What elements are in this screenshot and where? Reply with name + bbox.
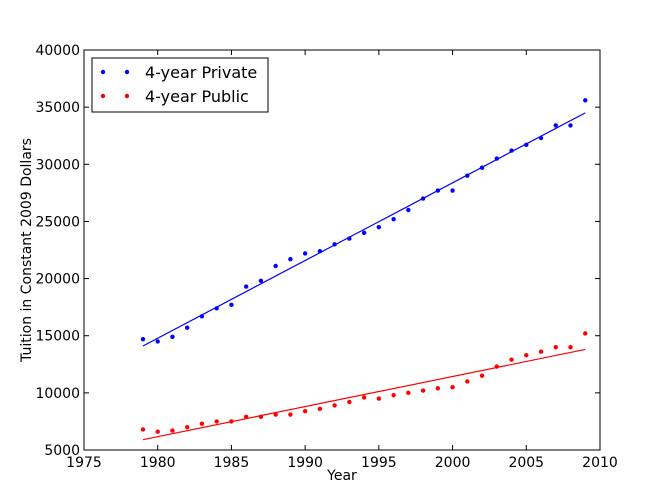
data-point <box>273 412 277 416</box>
series-layer <box>141 98 588 440</box>
y-tick-label: 30000 <box>35 157 80 173</box>
data-point <box>495 364 499 368</box>
legend-marker <box>125 70 129 74</box>
data-point <box>377 225 381 229</box>
x-tick-label: 2005 <box>508 455 544 471</box>
data-point <box>362 231 366 235</box>
y-tick-label: 25000 <box>35 214 80 230</box>
data-point <box>421 388 425 392</box>
data-point <box>229 303 233 307</box>
data-point <box>318 407 322 411</box>
data-point <box>288 412 292 416</box>
data-point <box>362 395 366 399</box>
data-point <box>568 345 572 349</box>
data-point <box>568 123 572 127</box>
data-point <box>450 188 454 192</box>
data-point <box>554 123 558 127</box>
x-axis-label: Year <box>326 468 357 484</box>
data-point <box>539 136 543 140</box>
data-point <box>200 422 204 426</box>
y-tick-label: 20000 <box>35 272 80 288</box>
data-point <box>347 400 351 404</box>
x-tick-label: 1985 <box>214 455 250 471</box>
data-point <box>480 374 484 378</box>
data-point <box>436 386 440 390</box>
x-tick-label: 2010 <box>582 455 618 471</box>
data-point <box>391 393 395 397</box>
data-point <box>450 385 454 389</box>
data-point <box>436 188 440 192</box>
data-point <box>465 174 469 178</box>
data-point <box>509 358 513 362</box>
legend: 4-year Private 4-year Public <box>92 58 268 112</box>
data-point <box>259 415 263 419</box>
trend-line <box>143 349 585 439</box>
x-tick-label: 2000 <box>435 455 471 471</box>
data-point <box>554 345 558 349</box>
data-point <box>214 306 218 310</box>
data-point <box>406 208 410 212</box>
legend-label: 4-year Private <box>145 63 257 82</box>
data-point <box>156 339 160 343</box>
data-point <box>273 264 277 268</box>
data-point <box>318 249 322 253</box>
data-point <box>421 196 425 200</box>
data-point <box>391 217 395 221</box>
legend-marker <box>101 70 105 74</box>
y-axis-label: Tuition in Constant 2009 Dollars <box>19 138 35 363</box>
legend-marker <box>125 94 129 98</box>
data-point <box>495 156 499 160</box>
data-point <box>583 331 587 335</box>
data-point <box>214 419 218 423</box>
data-point <box>332 242 336 246</box>
data-point <box>200 314 204 318</box>
data-point <box>170 428 174 432</box>
legend-marker <box>101 94 105 98</box>
y-tick-label: 5000 <box>44 443 80 459</box>
data-point <box>259 279 263 283</box>
series-0 <box>141 98 588 346</box>
x-tick-label: 1995 <box>361 455 397 471</box>
data-point <box>480 166 484 170</box>
y-tick-label: 10000 <box>35 386 80 402</box>
x-tick-label: 1990 <box>287 455 323 471</box>
data-point <box>141 337 145 341</box>
data-point <box>539 350 543 354</box>
y-tick-label: 40000 <box>35 43 80 59</box>
data-point <box>288 257 292 261</box>
data-point <box>406 391 410 395</box>
data-point <box>303 409 307 413</box>
data-point <box>141 427 145 431</box>
data-point <box>303 251 307 255</box>
data-point <box>524 353 528 357</box>
data-point <box>377 396 381 400</box>
data-point <box>524 143 528 147</box>
series-1 <box>141 331 588 439</box>
x-tick-label: 1980 <box>140 455 176 471</box>
data-point <box>185 326 189 330</box>
data-point <box>509 148 513 152</box>
trend-line <box>143 113 585 346</box>
data-point <box>185 425 189 429</box>
data-point <box>244 284 248 288</box>
x-axis: 1975 1980 1985 1990 1995 2000 2005 2010 <box>66 50 618 471</box>
data-point <box>332 403 336 407</box>
data-point <box>170 335 174 339</box>
data-point <box>156 430 160 434</box>
data-point <box>229 419 233 423</box>
data-point <box>583 98 587 102</box>
data-point <box>244 415 248 419</box>
y-tick-label: 15000 <box>35 329 80 345</box>
y-tick-label: 35000 <box>35 100 80 116</box>
data-point <box>465 379 469 383</box>
data-point <box>347 236 351 240</box>
legend-label: 4-year Public <box>145 87 249 106</box>
